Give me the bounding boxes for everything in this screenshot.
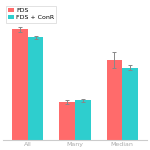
- Bar: [28, 37, 43, 140]
- Bar: [75, 100, 91, 140]
- Legend: FDS, FDS + ConR: FDS, FDS + ConR: [6, 6, 56, 23]
- Bar: [12, 30, 28, 140]
- Bar: [122, 68, 138, 140]
- Bar: [107, 60, 122, 140]
- Bar: [59, 102, 75, 140]
